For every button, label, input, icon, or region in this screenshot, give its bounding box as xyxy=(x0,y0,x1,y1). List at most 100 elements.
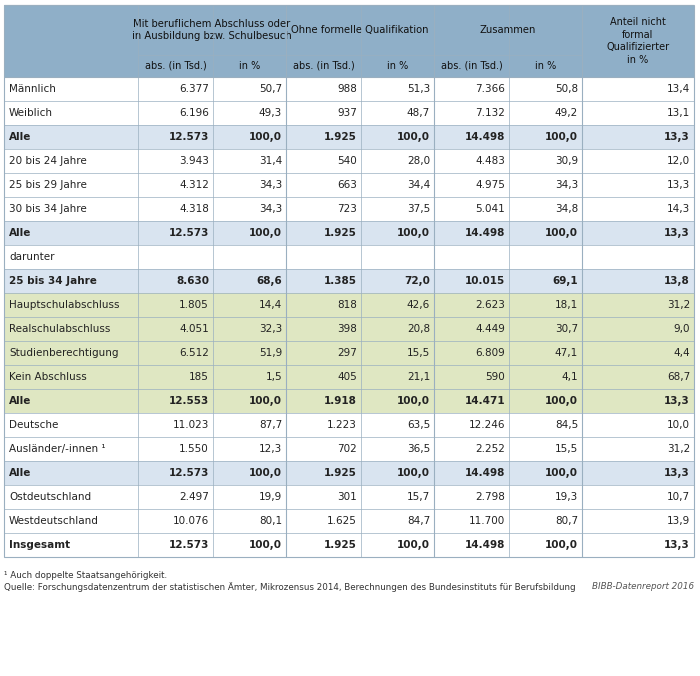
Text: 37,5: 37,5 xyxy=(407,204,430,214)
Text: 398: 398 xyxy=(337,324,357,334)
Text: 14.471: 14.471 xyxy=(464,396,505,406)
Text: 100,0: 100,0 xyxy=(249,132,282,142)
Text: 10.015: 10.015 xyxy=(465,276,505,286)
Bar xyxy=(286,389,361,413)
Text: 14,3: 14,3 xyxy=(666,204,690,214)
Text: 5.041: 5.041 xyxy=(475,204,505,214)
Bar xyxy=(361,461,434,485)
Text: 14.498: 14.498 xyxy=(465,132,505,142)
Bar xyxy=(434,173,509,197)
Text: 30,7: 30,7 xyxy=(555,324,578,334)
Text: 34,3: 34,3 xyxy=(554,180,578,190)
Bar xyxy=(509,125,582,149)
Bar xyxy=(582,341,694,365)
Bar xyxy=(509,149,582,173)
Text: 937: 937 xyxy=(337,108,357,118)
Text: 28,0: 28,0 xyxy=(407,156,430,166)
Text: 2.497: 2.497 xyxy=(179,492,209,502)
Bar xyxy=(138,461,213,485)
Bar xyxy=(138,389,213,413)
Bar xyxy=(138,197,213,221)
Text: 84,7: 84,7 xyxy=(407,516,430,526)
Bar xyxy=(286,269,361,293)
Text: Realschulabschluss: Realschulabschluss xyxy=(9,324,111,334)
Bar xyxy=(4,55,138,77)
Text: 100,0: 100,0 xyxy=(249,396,282,406)
Text: Zusammen: Zusammen xyxy=(480,25,536,35)
Bar xyxy=(213,341,286,365)
Text: 49,3: 49,3 xyxy=(259,108,282,118)
Text: 48,7: 48,7 xyxy=(407,108,430,118)
Text: 100,0: 100,0 xyxy=(397,132,430,142)
Text: 12.573: 12.573 xyxy=(169,540,209,550)
Bar xyxy=(582,317,694,341)
Text: 185: 185 xyxy=(189,372,209,382)
Text: 15,7: 15,7 xyxy=(407,492,430,502)
Text: Anteil nicht
formal
Qualifizierter
in %: Anteil nicht formal Qualifizierter in % xyxy=(606,18,670,65)
Text: 10,0: 10,0 xyxy=(667,420,690,430)
Bar xyxy=(213,533,286,557)
Text: Studienberechtigung: Studienberechtigung xyxy=(9,348,118,358)
Bar xyxy=(361,149,434,173)
Text: 100,0: 100,0 xyxy=(397,396,430,406)
Text: 51,9: 51,9 xyxy=(259,348,282,358)
Bar xyxy=(361,413,434,437)
Bar xyxy=(582,485,694,509)
Bar xyxy=(286,101,361,125)
Bar xyxy=(582,413,694,437)
Bar xyxy=(509,293,582,317)
Text: 11.023: 11.023 xyxy=(173,420,209,430)
Bar xyxy=(213,509,286,533)
Bar xyxy=(4,461,138,485)
Bar xyxy=(213,245,286,269)
Text: Ostdeutschland: Ostdeutschland xyxy=(9,492,91,502)
Bar xyxy=(138,125,213,149)
Text: 663: 663 xyxy=(337,180,357,190)
Bar xyxy=(582,269,694,293)
Text: 100,0: 100,0 xyxy=(397,468,430,478)
Bar xyxy=(138,269,213,293)
Text: 34,3: 34,3 xyxy=(259,180,282,190)
Bar xyxy=(434,5,582,55)
Bar xyxy=(286,173,361,197)
Text: 4.051: 4.051 xyxy=(179,324,209,334)
Text: 100,0: 100,0 xyxy=(249,228,282,238)
Bar xyxy=(582,437,694,461)
Bar xyxy=(4,509,138,533)
Text: 6.377: 6.377 xyxy=(179,84,209,94)
Text: 100,0: 100,0 xyxy=(249,468,282,478)
Bar xyxy=(286,317,361,341)
Text: 42,6: 42,6 xyxy=(407,300,430,310)
Text: 34,4: 34,4 xyxy=(407,180,430,190)
Bar xyxy=(434,317,509,341)
Bar xyxy=(138,5,286,55)
Text: 1.925: 1.925 xyxy=(324,468,357,478)
Text: BIBB-Datenreport 2016: BIBB-Datenreport 2016 xyxy=(592,582,694,591)
Bar xyxy=(286,197,361,221)
Bar xyxy=(509,269,582,293)
Bar xyxy=(213,221,286,245)
Bar xyxy=(138,77,213,101)
Text: 13,3: 13,3 xyxy=(666,180,690,190)
Bar xyxy=(361,293,434,317)
Bar xyxy=(138,221,213,245)
Text: 12.573: 12.573 xyxy=(169,228,209,238)
Text: 14.498: 14.498 xyxy=(465,540,505,550)
Text: 25 bis 34 Jahre: 25 bis 34 Jahre xyxy=(9,276,97,286)
Bar xyxy=(4,341,138,365)
Text: Männlich: Männlich xyxy=(9,84,56,94)
Bar xyxy=(361,341,434,365)
Bar xyxy=(509,341,582,365)
Text: 10,7: 10,7 xyxy=(667,492,690,502)
Text: Westdeutschland: Westdeutschland xyxy=(9,516,99,526)
Bar xyxy=(582,293,694,317)
Text: 818: 818 xyxy=(337,300,357,310)
Bar xyxy=(4,269,138,293)
Text: 13,4: 13,4 xyxy=(666,84,690,94)
Bar xyxy=(582,197,694,221)
Text: 4.312: 4.312 xyxy=(179,180,209,190)
Bar xyxy=(434,55,509,77)
Text: abs. (in Tsd.): abs. (in Tsd.) xyxy=(440,61,503,71)
Bar xyxy=(213,55,286,77)
Text: in %: in % xyxy=(239,61,260,71)
